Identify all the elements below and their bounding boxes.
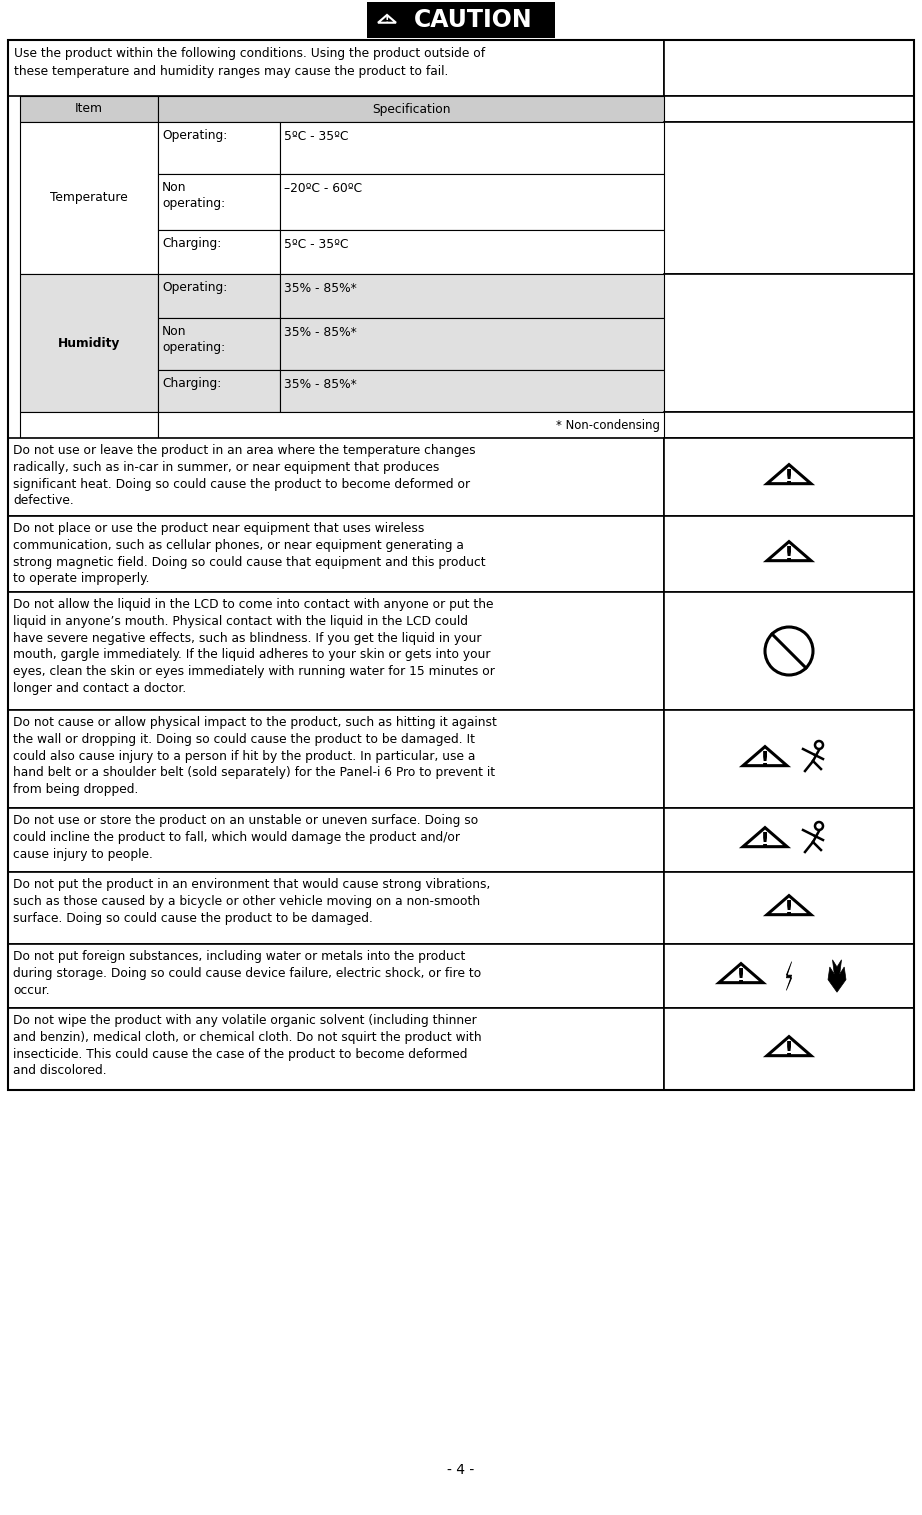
Bar [664, 95, 914, 123]
Polygon shape [828, 961, 846, 992]
Bar [664, 944, 914, 1007]
Text: CAUTION: CAUTION [414, 8, 532, 32]
Text: * Non-condensing: * Non-condensing [556, 418, 660, 432]
Text: Do not cause or allow physical impact to the product, such as hitting it against: Do not cause or allow physical impact to… [13, 717, 497, 797]
Text: Do not put the product in an environment that would cause strong vibrations,
suc: Do not put the product in an environment… [13, 879, 491, 924]
Bar [158, 370, 280, 412]
Text: !: ! [784, 545, 794, 567]
Bar [8, 711, 664, 807]
Polygon shape [786, 962, 792, 991]
Bar [158, 174, 280, 230]
Text: Specification: Specification [372, 103, 450, 115]
Bar [664, 39, 914, 95]
Bar [664, 1007, 914, 1089]
Bar [664, 123, 914, 274]
Text: Temperature: Temperature [50, 191, 128, 205]
Bar [158, 318, 280, 370]
Bar [664, 873, 914, 944]
Text: Do not allow the liquid in the LCD to come into contact with anyone or put the
l: Do not allow the liquid in the LCD to co… [13, 598, 495, 695]
Polygon shape [378, 15, 396, 23]
Text: 35% - 85%*: 35% - 85%* [284, 379, 357, 391]
Text: Charging:: Charging: [162, 236, 221, 250]
Text: Use the product within the following conditions. Using the product outside of
th: Use the product within the following con… [14, 47, 485, 77]
Text: !: ! [784, 900, 794, 920]
Text: !: ! [384, 15, 389, 26]
Text: !: ! [784, 1041, 794, 1060]
Text: 5ºC - 35ºC: 5ºC - 35ºC [284, 238, 349, 251]
Bar [158, 95, 664, 123]
Bar [664, 807, 914, 873]
Text: Do not use or store the product on an unstable or uneven surface. Doing so
could: Do not use or store the product on an un… [13, 814, 479, 861]
Bar [8, 438, 664, 517]
Bar [20, 274, 158, 412]
Text: 5ºC - 35ºC: 5ºC - 35ºC [284, 130, 349, 142]
Bar [158, 123, 280, 174]
Bar [280, 318, 664, 370]
Text: Non
operating:: Non operating: [162, 326, 225, 355]
Text: !: ! [784, 470, 794, 489]
Text: Item: Item [75, 103, 103, 115]
Text: 35% - 85%*: 35% - 85%* [284, 326, 357, 339]
Bar [8, 807, 664, 873]
Text: Do not use or leave the product in an area where the temperature changes
radical: Do not use or leave the product in an ar… [13, 444, 476, 508]
Text: !: ! [760, 832, 770, 851]
Bar [280, 274, 664, 318]
Text: –20ºC - 60ºC: –20ºC - 60ºC [284, 182, 362, 195]
Bar [8, 517, 664, 592]
Text: Do not wipe the product with any volatile organic solvent (including thinner
and: Do not wipe the product with any volatil… [13, 1014, 481, 1077]
Bar [280, 123, 664, 174]
Text: !: ! [736, 968, 746, 988]
Bar [8, 592, 664, 711]
Text: Non
operating:: Non operating: [162, 180, 225, 211]
Text: !: ! [760, 751, 770, 771]
Bar [158, 230, 280, 274]
Bar [8, 873, 664, 944]
Bar [8, 39, 914, 1089]
Bar [158, 412, 664, 438]
Bar [8, 39, 664, 95]
Bar [280, 370, 664, 412]
Bar [20, 123, 158, 274]
Bar [280, 230, 664, 274]
Bar [20, 95, 158, 123]
Bar [664, 711, 914, 807]
Bar [664, 412, 914, 438]
Text: Operating:: Operating: [162, 280, 227, 294]
Text: 35% - 85%*: 35% - 85%* [284, 282, 357, 295]
Text: Do not place or use the product near equipment that uses wireless
communication,: Do not place or use the product near equ… [13, 523, 486, 585]
Text: Do not put foreign substances, including water or metals into the product
during: Do not put foreign substances, including… [13, 950, 481, 997]
Bar [8, 1007, 664, 1089]
Bar [664, 517, 914, 592]
Bar [367, 2, 555, 38]
Text: Operating:: Operating: [162, 129, 227, 142]
Bar [158, 274, 280, 318]
Bar [280, 174, 664, 230]
Bar [664, 592, 914, 711]
Bar [664, 438, 914, 517]
Bar [8, 944, 664, 1007]
Text: - 4 -: - 4 - [447, 1463, 475, 1477]
Bar [20, 412, 158, 438]
Bar [664, 274, 914, 412]
Text: Humidity: Humidity [58, 336, 120, 350]
Text: Charging:: Charging: [162, 377, 221, 389]
